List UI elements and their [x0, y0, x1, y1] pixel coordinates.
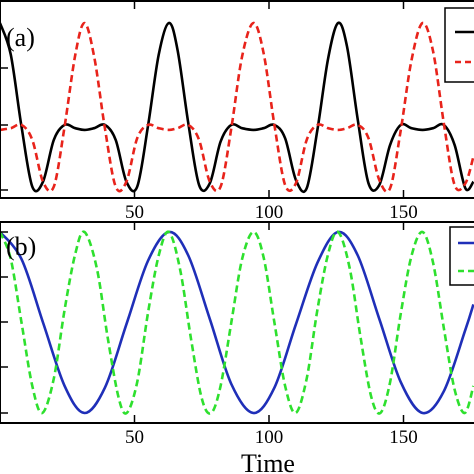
x-tick-label: 150 — [389, 427, 418, 448]
x-tick-label: 150 — [389, 202, 418, 223]
panel-a-label: (a) — [6, 23, 35, 52]
panel-a-frame — [0, 0, 474, 199]
panel-b-label: (b) — [6, 232, 36, 261]
x-axis-label: Time — [241, 449, 295, 474]
legend-box — [444, 7, 474, 83]
series-line-1 — [0, 21, 474, 194]
x-tick-label: 50 — [125, 427, 144, 448]
panel-a-legend — [444, 7, 474, 83]
series-line-2 — [0, 230, 474, 415]
legend-box — [449, 226, 474, 286]
panel-b-lines — [0, 230, 474, 415]
panel-b-frame — [0, 221, 474, 424]
panel-a-lines — [0, 21, 474, 194]
panel-b-ticks: 50 100 150 — [0, 222, 418, 448]
series-line-1 — [0, 230, 474, 415]
x-tick-label: 50 — [125, 202, 144, 223]
panel-a: 50 100 150 (a) — [0, 0, 474, 223]
panel-b-legend — [449, 226, 474, 286]
x-tick-label: 100 — [255, 427, 284, 448]
panel-a-ticks: 50 100 150 — [0, 1, 418, 223]
series-line-2 — [0, 21, 474, 194]
panel-b: 50 100 150 (b) Time — [0, 221, 474, 474]
x-tick-label: 100 — [255, 202, 284, 223]
